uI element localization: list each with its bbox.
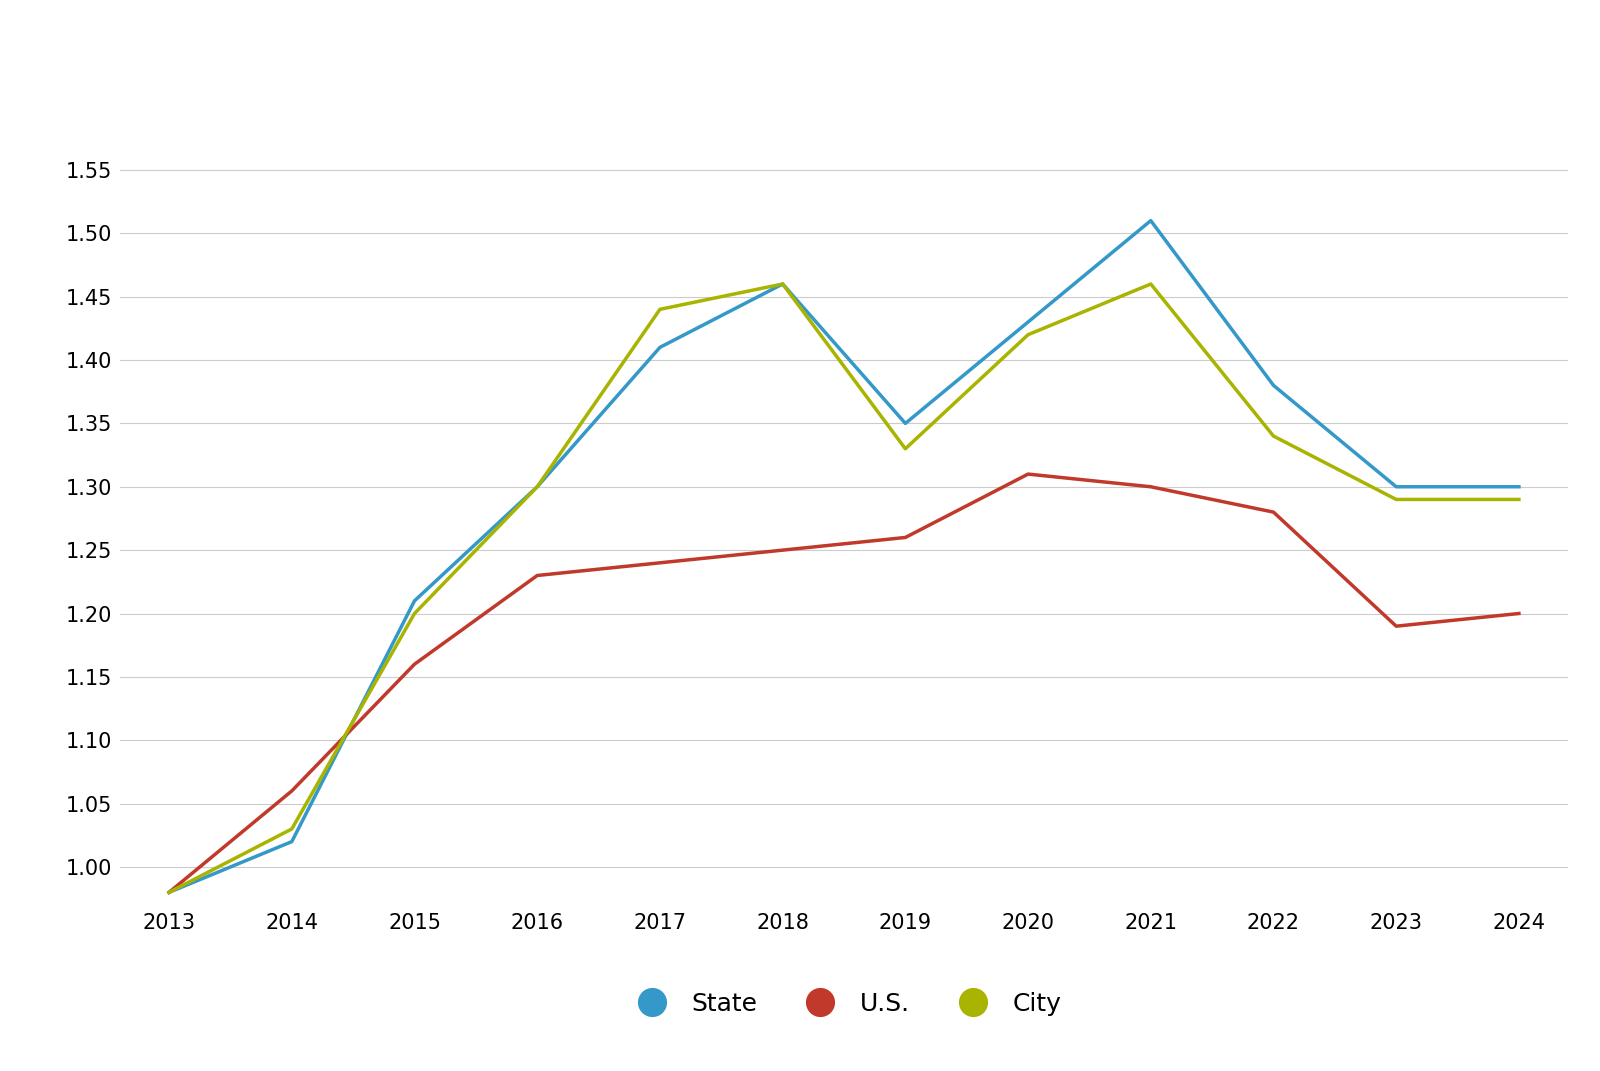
Legend: State, U.S., City: State, U.S., City xyxy=(616,981,1072,1026)
Text: Construction Spending Index 2013-2024 (2013=1.0): Construction Spending Index 2013-2024 (2… xyxy=(40,51,1018,84)
